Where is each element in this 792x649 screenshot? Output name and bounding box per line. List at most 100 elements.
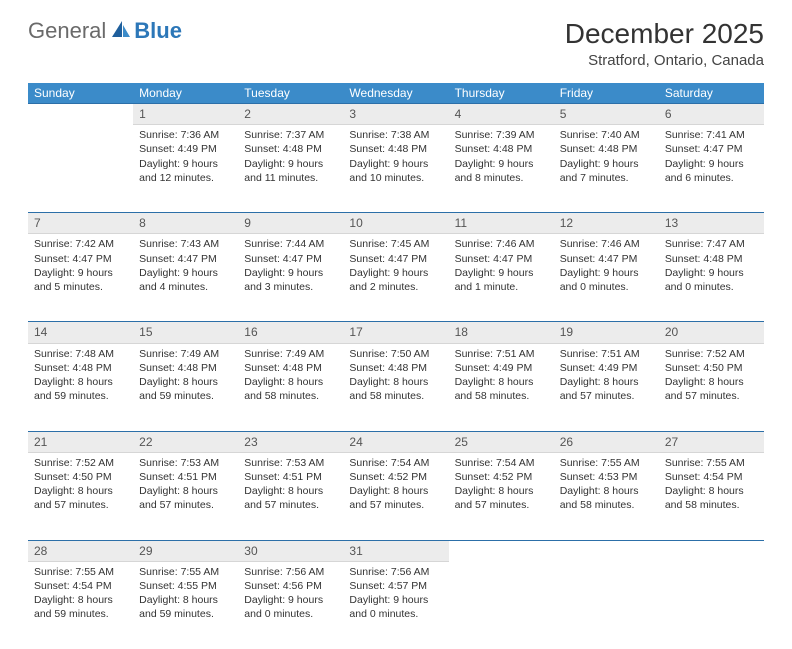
- day-number: 4: [449, 104, 554, 125]
- day-cell: Sunrise: 7:40 AMSunset: 4:48 PMDaylight:…: [554, 125, 659, 213]
- day-cell-body: Sunrise: 7:54 AMSunset: 4:52 PMDaylight:…: [343, 453, 448, 519]
- day-cell: Sunrise: 7:42 AMSunset: 4:47 PMDaylight:…: [28, 234, 133, 322]
- day-cell: Sunrise: 7:37 AMSunset: 4:48 PMDaylight:…: [238, 125, 343, 213]
- day-cell-body: Sunrise: 7:54 AMSunset: 4:52 PMDaylight:…: [449, 453, 554, 519]
- empty-day-cell: [449, 561, 554, 649]
- empty-day-number: [28, 104, 133, 125]
- empty-day-cell: [28, 125, 133, 213]
- day-number: 11: [449, 213, 554, 234]
- day-cell-body: Sunrise: 7:49 AMSunset: 4:48 PMDaylight:…: [133, 344, 238, 410]
- day-content-row: Sunrise: 7:36 AMSunset: 4:49 PMDaylight:…: [28, 125, 764, 213]
- header: General Blue December 2025 Stratford, On…: [0, 0, 792, 77]
- day-number: 29: [133, 540, 238, 561]
- day-cell-body: Sunrise: 7:55 AMSunset: 4:54 PMDaylight:…: [28, 562, 133, 628]
- day-number: 26: [554, 431, 659, 452]
- day-cell: Sunrise: 7:54 AMSunset: 4:52 PMDaylight:…: [343, 452, 448, 540]
- day-number: 13: [659, 213, 764, 234]
- day-cell-body: Sunrise: 7:45 AMSunset: 4:47 PMDaylight:…: [343, 234, 448, 300]
- day-number: 22: [133, 431, 238, 452]
- day-cell: Sunrise: 7:50 AMSunset: 4:48 PMDaylight:…: [343, 343, 448, 431]
- day-number: 27: [659, 431, 764, 452]
- day-number: 24: [343, 431, 448, 452]
- day-cell: Sunrise: 7:39 AMSunset: 4:48 PMDaylight:…: [449, 125, 554, 213]
- day-number: 10: [343, 213, 448, 234]
- day-cell: Sunrise: 7:53 AMSunset: 4:51 PMDaylight:…: [238, 452, 343, 540]
- day-cell-body: Sunrise: 7:41 AMSunset: 4:47 PMDaylight:…: [659, 125, 764, 191]
- weekday-header: Friday: [554, 83, 659, 104]
- day-number: 8: [133, 213, 238, 234]
- day-content-row: Sunrise: 7:42 AMSunset: 4:47 PMDaylight:…: [28, 234, 764, 322]
- day-cell: Sunrise: 7:51 AMSunset: 4:49 PMDaylight:…: [449, 343, 554, 431]
- daynum-row: 78910111213: [28, 213, 764, 234]
- brand-general: General: [28, 18, 106, 44]
- day-cell: Sunrise: 7:52 AMSunset: 4:50 PMDaylight:…: [28, 452, 133, 540]
- empty-day-number: [554, 540, 659, 561]
- day-cell-body: Sunrise: 7:55 AMSunset: 4:55 PMDaylight:…: [133, 562, 238, 628]
- day-cell: Sunrise: 7:55 AMSunset: 4:53 PMDaylight:…: [554, 452, 659, 540]
- day-cell-body: Sunrise: 7:47 AMSunset: 4:48 PMDaylight:…: [659, 234, 764, 300]
- weekday-header: Wednesday: [343, 83, 448, 104]
- weekday-header: Thursday: [449, 83, 554, 104]
- day-cell: Sunrise: 7:41 AMSunset: 4:47 PMDaylight:…: [659, 125, 764, 213]
- title-block: December 2025 Stratford, Ontario, Canada: [565, 18, 764, 69]
- day-number: 31: [343, 540, 448, 561]
- weekday-header: Saturday: [659, 83, 764, 104]
- day-cell: Sunrise: 7:51 AMSunset: 4:49 PMDaylight:…: [554, 343, 659, 431]
- day-cell-body: Sunrise: 7:44 AMSunset: 4:47 PMDaylight:…: [238, 234, 343, 300]
- day-number: 30: [238, 540, 343, 561]
- day-content-row: Sunrise: 7:55 AMSunset: 4:54 PMDaylight:…: [28, 561, 764, 649]
- day-cell: Sunrise: 7:46 AMSunset: 4:47 PMDaylight:…: [554, 234, 659, 322]
- day-cell-body: Sunrise: 7:51 AMSunset: 4:49 PMDaylight:…: [554, 344, 659, 410]
- daynum-row: 21222324252627: [28, 431, 764, 452]
- day-number: 12: [554, 213, 659, 234]
- day-cell-body: Sunrise: 7:53 AMSunset: 4:51 PMDaylight:…: [133, 453, 238, 519]
- day-cell-body: Sunrise: 7:37 AMSunset: 4:48 PMDaylight:…: [238, 125, 343, 191]
- day-cell-body: Sunrise: 7:36 AMSunset: 4:49 PMDaylight:…: [133, 125, 238, 191]
- weekday-header-row: SundayMondayTuesdayWednesdayThursdayFrid…: [28, 83, 764, 104]
- day-cell-body: Sunrise: 7:50 AMSunset: 4:48 PMDaylight:…: [343, 344, 448, 410]
- empty-day-cell: [554, 561, 659, 649]
- day-cell-body: Sunrise: 7:52 AMSunset: 4:50 PMDaylight:…: [659, 344, 764, 410]
- day-number: 15: [133, 322, 238, 343]
- day-number: 16: [238, 322, 343, 343]
- day-cell: Sunrise: 7:54 AMSunset: 4:52 PMDaylight:…: [449, 452, 554, 540]
- day-cell: Sunrise: 7:55 AMSunset: 4:54 PMDaylight:…: [28, 561, 133, 649]
- empty-day-number: [659, 540, 764, 561]
- day-number: 7: [28, 213, 133, 234]
- day-cell: Sunrise: 7:45 AMSunset: 4:47 PMDaylight:…: [343, 234, 448, 322]
- day-cell: Sunrise: 7:47 AMSunset: 4:48 PMDaylight:…: [659, 234, 764, 322]
- day-cell-body: Sunrise: 7:38 AMSunset: 4:48 PMDaylight:…: [343, 125, 448, 191]
- day-cell-body: Sunrise: 7:42 AMSunset: 4:47 PMDaylight:…: [28, 234, 133, 300]
- day-number: 6: [659, 104, 764, 125]
- daynum-row: 123456: [28, 104, 764, 125]
- day-number: 9: [238, 213, 343, 234]
- day-cell-body: Sunrise: 7:49 AMSunset: 4:48 PMDaylight:…: [238, 344, 343, 410]
- day-cell: Sunrise: 7:46 AMSunset: 4:47 PMDaylight:…: [449, 234, 554, 322]
- day-number: 25: [449, 431, 554, 452]
- empty-day-number: [449, 540, 554, 561]
- day-cell: Sunrise: 7:56 AMSunset: 4:56 PMDaylight:…: [238, 561, 343, 649]
- day-cell: Sunrise: 7:56 AMSunset: 4:57 PMDaylight:…: [343, 561, 448, 649]
- month-title: December 2025: [565, 18, 764, 50]
- day-cell: Sunrise: 7:43 AMSunset: 4:47 PMDaylight:…: [133, 234, 238, 322]
- day-cell-body: Sunrise: 7:55 AMSunset: 4:53 PMDaylight:…: [554, 453, 659, 519]
- day-cell-body: Sunrise: 7:48 AMSunset: 4:48 PMDaylight:…: [28, 344, 133, 410]
- location: Stratford, Ontario, Canada: [565, 52, 764, 69]
- day-cell: Sunrise: 7:53 AMSunset: 4:51 PMDaylight:…: [133, 452, 238, 540]
- daynum-row: 14151617181920: [28, 322, 764, 343]
- day-number: 19: [554, 322, 659, 343]
- day-cell: Sunrise: 7:55 AMSunset: 4:55 PMDaylight:…: [133, 561, 238, 649]
- brand-blue: Blue: [134, 18, 182, 44]
- day-cell-body: Sunrise: 7:53 AMSunset: 4:51 PMDaylight:…: [238, 453, 343, 519]
- day-cell-body: Sunrise: 7:39 AMSunset: 4:48 PMDaylight:…: [449, 125, 554, 191]
- day-cell: Sunrise: 7:52 AMSunset: 4:50 PMDaylight:…: [659, 343, 764, 431]
- day-cell: Sunrise: 7:49 AMSunset: 4:48 PMDaylight:…: [238, 343, 343, 431]
- day-cell-body: Sunrise: 7:46 AMSunset: 4:47 PMDaylight:…: [449, 234, 554, 300]
- day-cell: Sunrise: 7:48 AMSunset: 4:48 PMDaylight:…: [28, 343, 133, 431]
- day-cell-body: Sunrise: 7:51 AMSunset: 4:49 PMDaylight:…: [449, 344, 554, 410]
- day-cell: Sunrise: 7:38 AMSunset: 4:48 PMDaylight:…: [343, 125, 448, 213]
- weekday-header: Tuesday: [238, 83, 343, 104]
- day-cell: Sunrise: 7:36 AMSunset: 4:49 PMDaylight:…: [133, 125, 238, 213]
- daynum-row: 28293031: [28, 540, 764, 561]
- calendar-body: 123456Sunrise: 7:36 AMSunset: 4:49 PMDay…: [28, 104, 764, 649]
